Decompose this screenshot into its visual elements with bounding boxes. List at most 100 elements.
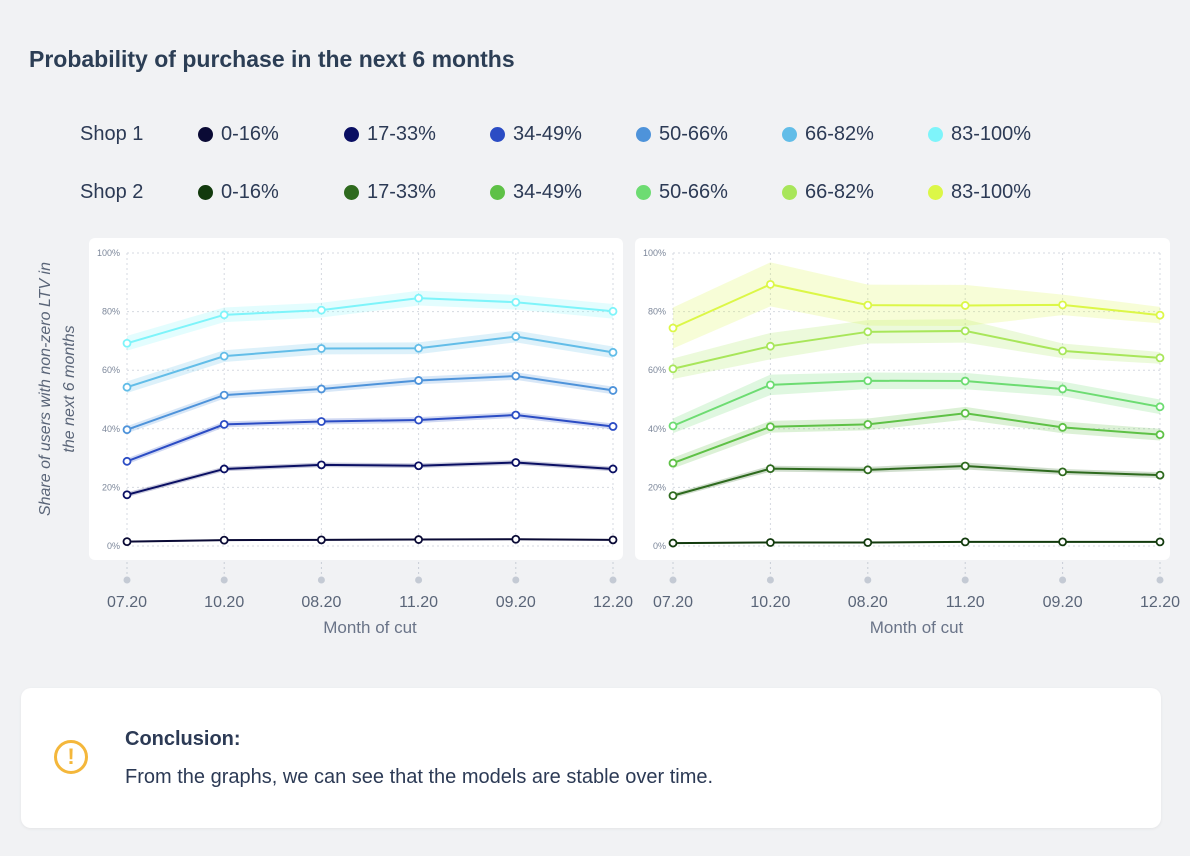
data-point	[960, 537, 970, 547]
plot-background	[635, 238, 1170, 560]
data-point	[608, 386, 618, 395]
y-tick-label: 80%	[648, 307, 666, 317]
plot-background	[89, 238, 623, 560]
page-title: Probability of purchase in the next 6 mo…	[29, 46, 515, 72]
data-point	[511, 371, 521, 381]
chart-panel-1: 0% 20% 40% 60% 80% 100% 07.20 10.20 08.20 11.20 09…	[89, 238, 633, 637]
legend-dot	[490, 127, 505, 142]
data-point	[122, 456, 132, 466]
series-line	[126, 297, 614, 345]
data-point	[122, 425, 132, 435]
data-point	[316, 344, 326, 353]
x-tick-dot	[1156, 576, 1164, 584]
x-tick-label: 09.20	[496, 594, 536, 611]
data-point	[960, 376, 970, 386]
series-line	[672, 412, 1161, 465]
y-tick-label: 40%	[648, 424, 666, 434]
data-point	[414, 535, 424, 544]
series-line	[672, 283, 1161, 329]
legend-item[interactable]: 50-66%	[636, 181, 782, 204]
data-point	[668, 538, 678, 548]
legend-item[interactable]: 0-16%	[198, 181, 344, 204]
legend-item[interactable]: 17-33%	[344, 181, 490, 204]
data-point	[668, 323, 678, 333]
data-point	[960, 326, 970, 336]
data-point	[668, 421, 678, 431]
legend-label: 66-82%	[805, 123, 874, 145]
data-point	[1155, 537, 1165, 547]
legend-dot	[782, 127, 797, 142]
y-tick-label: 20%	[102, 482, 120, 492]
data-point	[511, 534, 521, 544]
legend-item[interactable]: 83-100%	[928, 181, 1074, 204]
legend-dot	[344, 185, 359, 200]
legend-label: 34-49%	[513, 181, 582, 203]
data-point	[219, 310, 229, 320]
data-point	[1058, 467, 1067, 477]
legend-item[interactable]: 17-33%	[344, 123, 490, 146]
confidence-band	[127, 330, 613, 394]
data-point	[1155, 310, 1165, 320]
legend-item[interactable]: 34-49%	[490, 123, 636, 146]
series-line	[672, 379, 1161, 427]
x-tick-dot	[669, 576, 677, 584]
data-point	[1058, 537, 1067, 547]
series-line	[126, 414, 614, 463]
legend-shop-label: Shop 1	[80, 123, 144, 145]
legend-item[interactable]: 66-82%	[782, 181, 928, 204]
data-point	[316, 384, 326, 394]
legend-item[interactable]: 83-100%	[928, 123, 1074, 146]
legend-label: 50-66%	[659, 123, 728, 145]
data-point	[1155, 353, 1165, 363]
legend-item[interactable]: 50-66%	[636, 123, 782, 146]
legend-item[interactable]: 34-49%	[490, 181, 636, 204]
x-tick-dot	[609, 576, 617, 584]
x-tick-dot	[220, 576, 228, 584]
data-point	[122, 490, 132, 500]
legend-dot	[344, 127, 359, 142]
legend-label: 83-100%	[951, 181, 1032, 203]
data-point	[414, 376, 424, 385]
x-tick-dot	[123, 576, 131, 584]
data-point	[960, 301, 970, 310]
y-tick-label: 60%	[648, 365, 666, 375]
data-point	[316, 305, 326, 315]
data-point	[219, 464, 229, 474]
data-point	[1058, 422, 1067, 432]
data-point	[863, 420, 873, 429]
legend-shop-label: Shop 2	[80, 181, 144, 203]
data-point	[1058, 384, 1067, 394]
data-point	[668, 364, 678, 374]
data-point	[668, 491, 678, 501]
conclusion-card: ! Conclusion: From the graphs, we can se…	[21, 688, 1161, 828]
data-point	[608, 422, 618, 431]
data-point	[766, 380, 775, 390]
data-point	[1155, 430, 1165, 440]
x-tick-label: 12.20	[593, 594, 633, 611]
x-tick-dot	[961, 576, 969, 584]
data-point	[608, 306, 618, 316]
confidence-band	[127, 460, 613, 498]
x-tick-label: 10.20	[204, 594, 244, 611]
confidence-band	[673, 406, 1160, 469]
data-point	[608, 347, 618, 357]
legend-2: Shop 2 0-16% 17-33% 34-49% 50-66% 66-82% 83-10…	[80, 181, 1074, 204]
x-tick-label: 08.20	[848, 594, 888, 611]
data-point	[863, 465, 873, 475]
confidence-band	[673, 319, 1160, 379]
series-line	[126, 375, 614, 431]
data-point	[668, 458, 678, 468]
data-point	[316, 535, 326, 545]
legend-dot	[636, 185, 651, 200]
legend-item[interactable]: 0-16%	[198, 123, 344, 146]
confidence-band	[127, 412, 613, 465]
data-point	[511, 458, 521, 467]
data-point	[511, 410, 521, 420]
legend-label: 17-33%	[367, 123, 436, 145]
data-point	[863, 327, 873, 337]
data-point	[219, 351, 229, 361]
legend-dot	[198, 127, 213, 142]
series-line	[126, 335, 614, 389]
legend-item[interactable]: 66-82%	[782, 123, 928, 146]
chart-panel-2: 0% 20% 40% 60% 80% 100% 07.20 10.20 08.20 11.20 09…	[635, 238, 1180, 637]
